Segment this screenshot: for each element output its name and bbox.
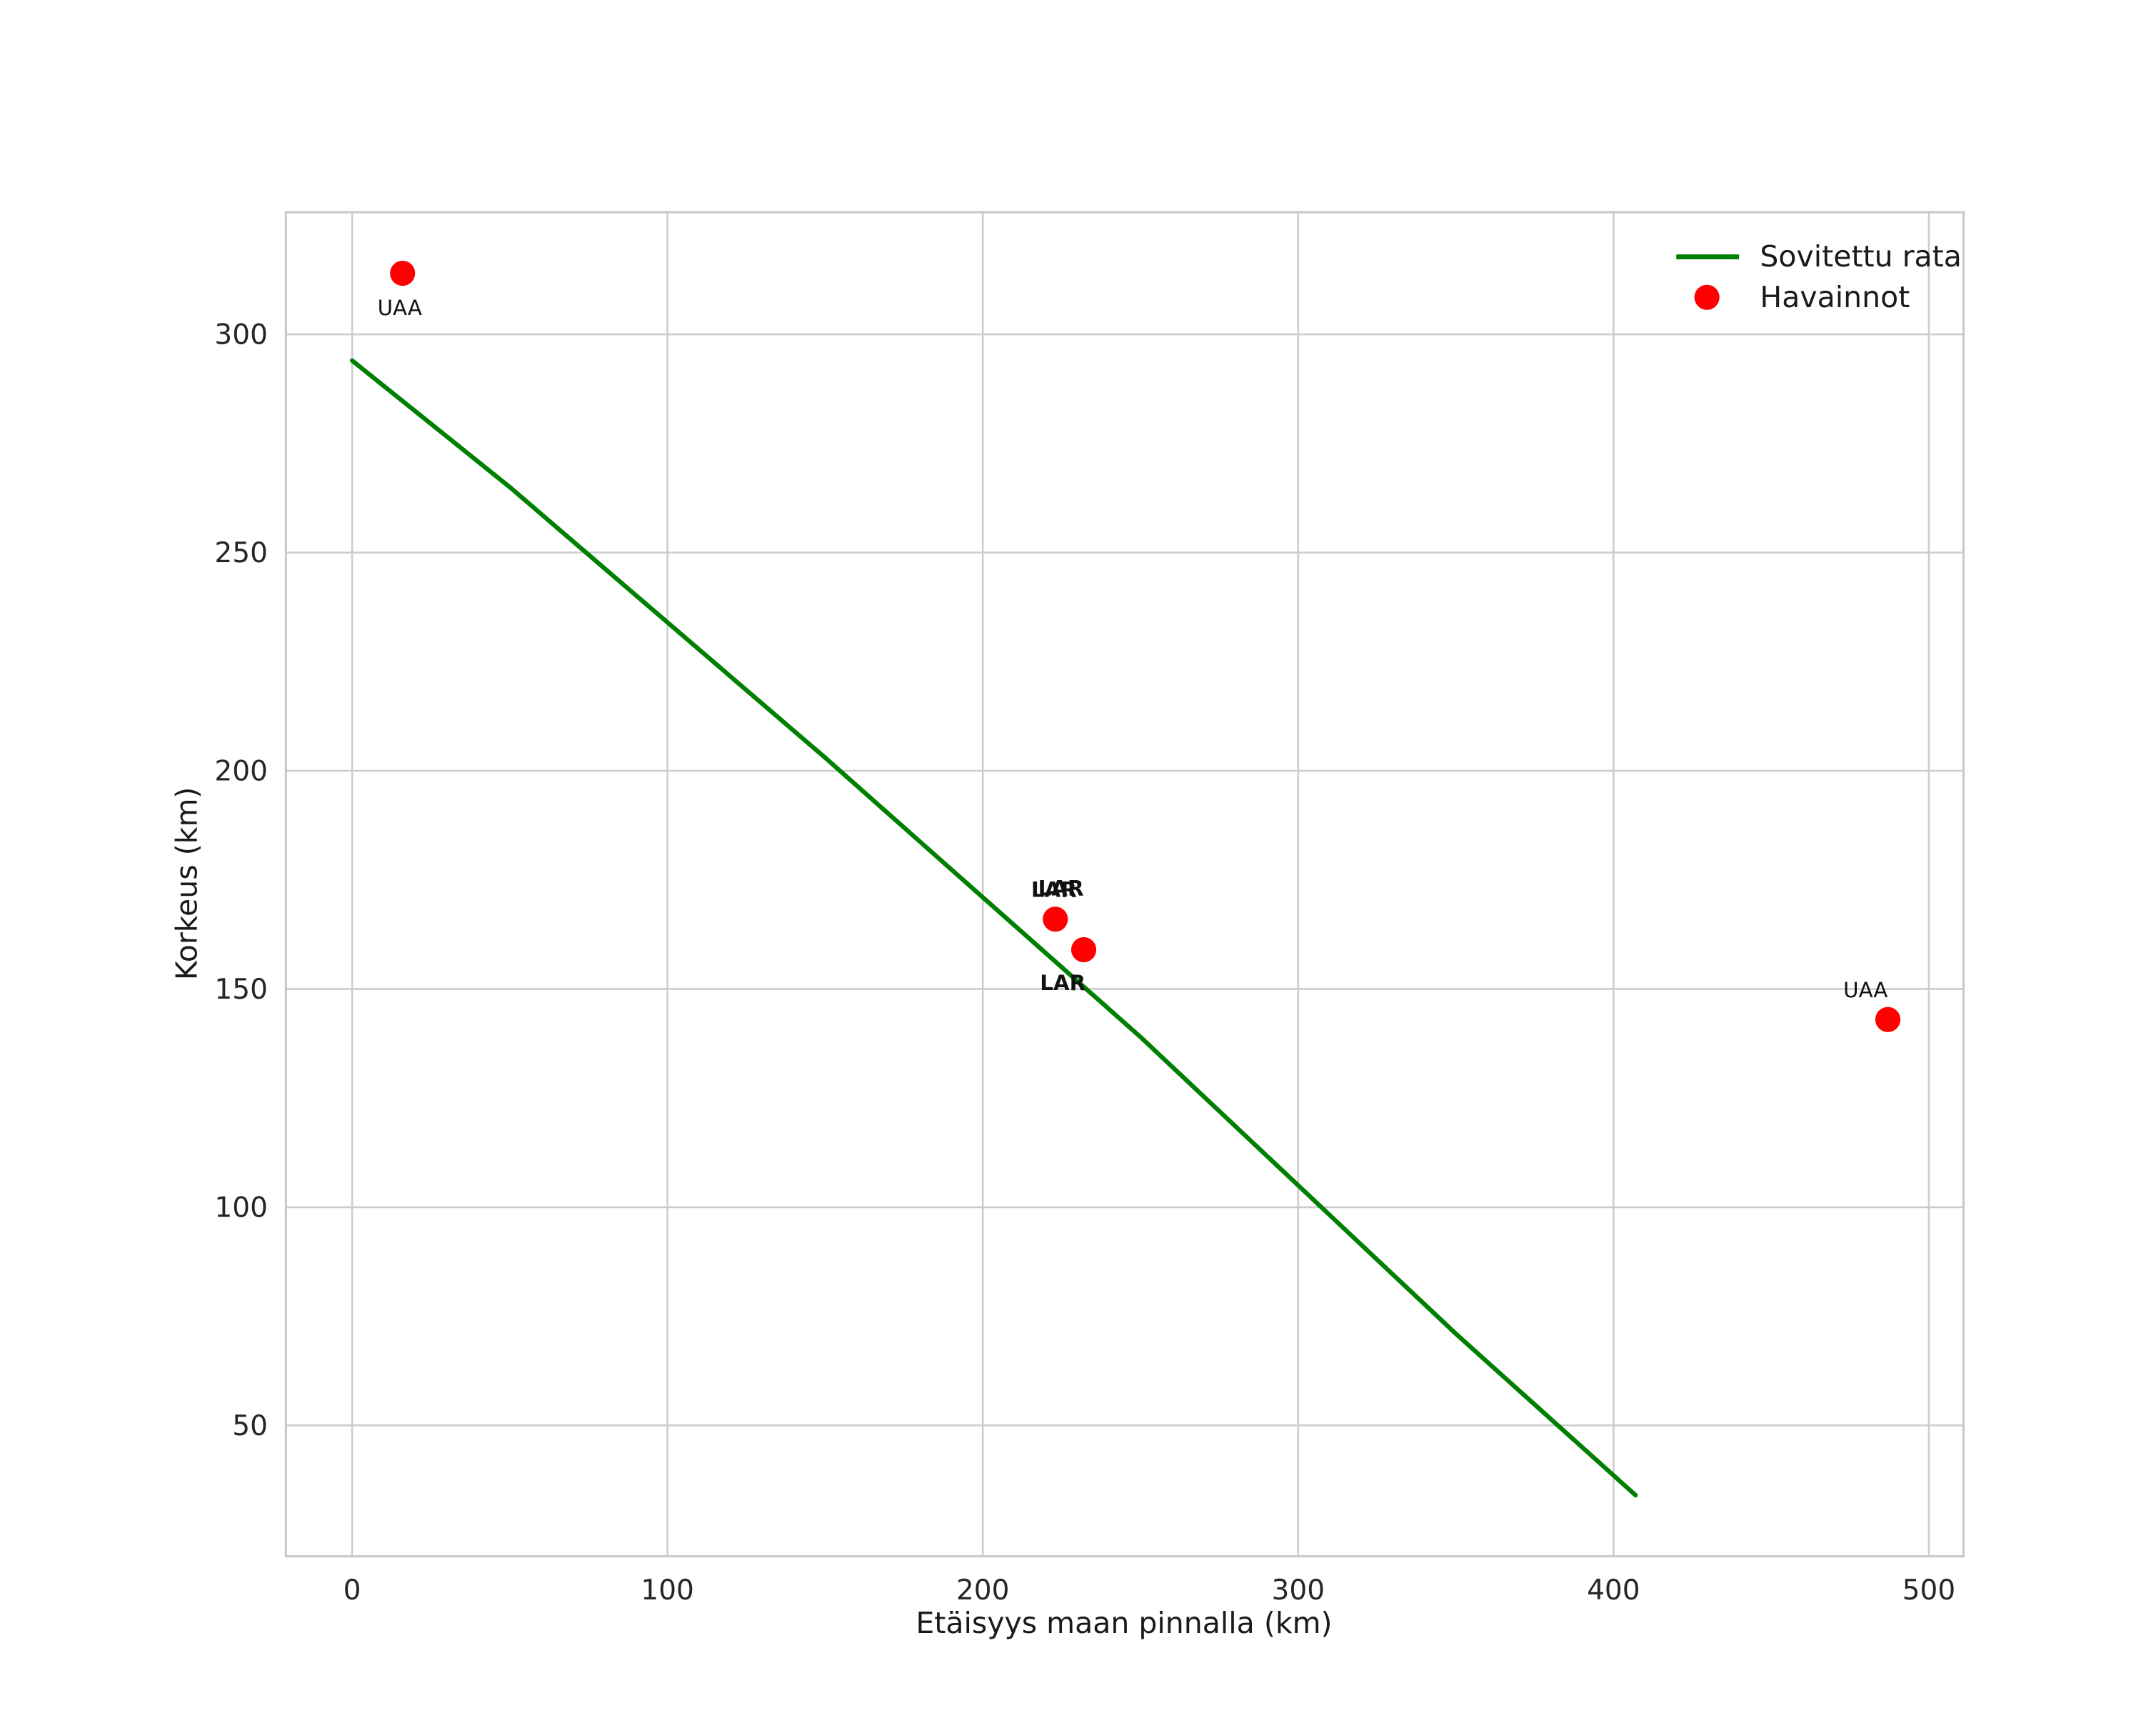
y-tick-label: 150 (214, 974, 268, 1006)
point-label: UAA (1843, 978, 1887, 1002)
x-tick-label: 0 (344, 1574, 361, 1607)
tick-layer: 0 100 200 300 400 500 50 100 150 200 250 300 (214, 319, 1955, 1607)
legend-dot-sample (1694, 284, 1720, 310)
y-tick-label: 250 (214, 537, 268, 569)
y-tick-label: 100 (214, 1192, 268, 1224)
y-tick-label: 200 (214, 756, 268, 788)
grid-layer (286, 212, 1964, 1557)
x-tick-label: 500 (1902, 1574, 1956, 1607)
x-axis-label: Etäisyys maan pinnalla (km) (916, 1606, 1332, 1640)
y-axis-label: Korkeus (km) (169, 787, 204, 981)
point-label: LAR (1040, 971, 1085, 995)
point-label: UAA (378, 296, 422, 320)
legend-label-fitted-line: Sovitettu rata (1760, 239, 1961, 274)
fitted-trajectory-line (349, 358, 1638, 1498)
point-label: LAR (1038, 876, 1084, 900)
x-tick-label: 200 (956, 1574, 1010, 1607)
legend-label-observations: Havainnot (1760, 280, 1910, 314)
point-label: LAR (1031, 877, 1077, 902)
x-tick-label: 100 (641, 1574, 694, 1607)
series-layer (349, 260, 1901, 1498)
y-tick-label: 50 (232, 1410, 268, 1442)
observation-point (1043, 907, 1068, 932)
x-tick-label: 300 (1272, 1574, 1325, 1607)
legend: Sovitettu rata Havainnot (1676, 239, 1962, 314)
observation-point (1875, 1007, 1901, 1032)
observation-point (390, 260, 416, 286)
plot-border (284, 211, 1965, 1558)
y-tick-label: 300 (214, 319, 268, 351)
observation-point (1071, 937, 1097, 963)
x-tick-label: 400 (1587, 1574, 1640, 1607)
